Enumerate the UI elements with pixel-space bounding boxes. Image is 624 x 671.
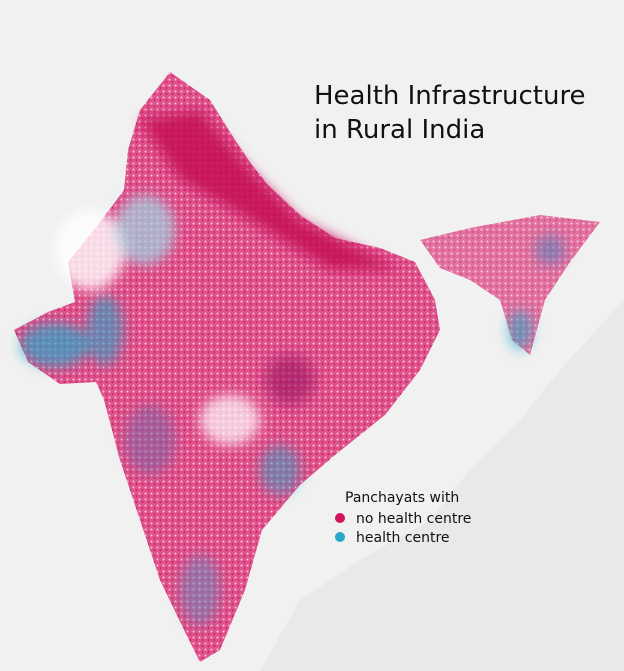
title-line: in Rural India — [314, 115, 485, 145]
legend-title: Panchayats with — [345, 490, 459, 506]
legend-label: no health centre — [356, 511, 471, 527]
legend-label: health centre — [356, 530, 450, 546]
india — [14, 72, 600, 662]
legend: no health centre health centre — [335, 511, 471, 546]
title-line: Health Infrastructure — [314, 81, 586, 111]
legend-dot — [335, 532, 345, 542]
legend-dot — [335, 513, 345, 523]
